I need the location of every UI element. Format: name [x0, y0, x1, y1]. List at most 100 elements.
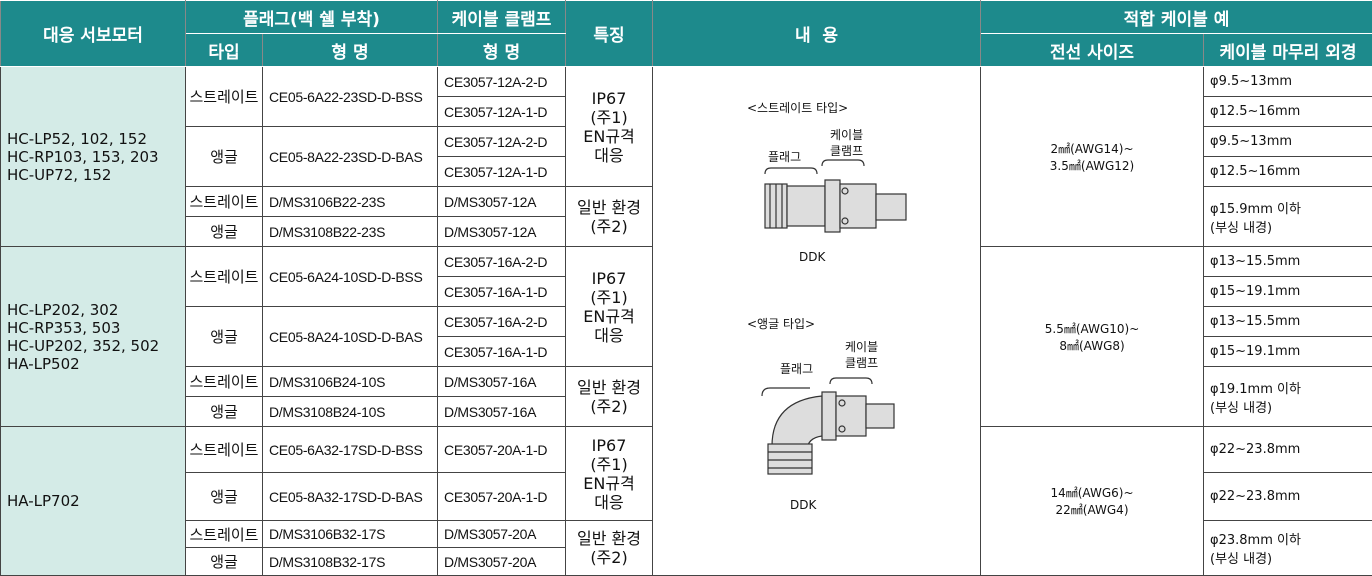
cell-text: CE05-6A24-10SD-D-BSS [269, 268, 423, 285]
content-cell [652, 66, 982, 576]
type-cell: 앵글 [185, 396, 263, 427]
clamp-model-cell: D/MS3057-12A [437, 186, 567, 217]
cell-text: 스트레이트 [189, 193, 259, 211]
cell-text: D/MS3106B22-23S [269, 193, 386, 210]
header-cell: 플래그(백 쉘 부착) [184, 0, 439, 34]
cell-text: CE05-8A22-23SD-D-BAS [269, 148, 423, 165]
wire-cell: 5.5㎟(AWG10)~ 8㎟(AWG8) [980, 246, 1205, 427]
plug-model-cell: CE05-6A24-10SD-D-BSS [261, 246, 439, 307]
cell-text: HC-UP72, 152 [7, 165, 112, 184]
illus-label: 플래그 [768, 150, 801, 164]
clamp-model-cell: CE3057-16A-1-D [437, 336, 567, 367]
finish-cell: φ19.1mm 이하 (부싱 내경) [1203, 366, 1372, 427]
header-cell: 타입 [185, 33, 263, 67]
clamp-model-cell: CE3057-20A-1-D [437, 426, 567, 473]
type-cell: 스트레이트 [185, 66, 263, 127]
cell-text: φ13~15.5mm [1210, 314, 1301, 329]
clamp-model-cell: D/MS3057-12A [437, 216, 567, 247]
cell-text: 일반 환경 [577, 197, 641, 217]
plug-model-cell: CE05-6A22-23SD-D-BSS [261, 66, 439, 127]
cell-text: 3.5㎟(AWG12) [1049, 158, 1135, 173]
finish-cell: φ13~15.5mm [1203, 306, 1372, 337]
cell-text: (주2) [590, 396, 628, 416]
cell-text: 앵글 [210, 488, 238, 506]
clamp-model-cell: CE3057-12A-2-D [437, 66, 567, 97]
finish-cell: φ15.9mm 이하 (부싱 내경) [1203, 186, 1372, 247]
finish-cell: φ9.5~13mm [1203, 66, 1372, 97]
finish-cell: φ22~23.8mm [1203, 472, 1372, 521]
cell-text: CE3057-12A-1-D [444, 103, 548, 120]
illus-label: 케이블 [845, 340, 878, 354]
clamp-model-cell: D/MS3057-16A [437, 366, 567, 397]
cell-text: HC-RP103, 153, 203 [7, 147, 159, 166]
cell-text: (주2) [590, 216, 628, 236]
cell-text: IP67 [591, 88, 627, 108]
cell-text: D/MS3057-20A [444, 526, 537, 542]
cell-text: φ15~19.1mm [1210, 344, 1301, 359]
angle-connector [761, 377, 895, 475]
cell-text: HA-LP702 [7, 492, 80, 510]
header-cell: 케이블 클램프 [437, 0, 567, 34]
illus-label: 클램프 [845, 356, 878, 370]
cell-text: 앵글 [210, 148, 238, 166]
finish-cell: φ12.5~16mm [1203, 96, 1372, 127]
header-cell: 케이블 마무리 외경 [1203, 33, 1372, 67]
header-cell: 대응 서보모터 [0, 0, 186, 67]
header-cell: 특징 [565, 0, 654, 67]
plug-model-cell: D/MS3106B32-17S [261, 520, 439, 548]
cell-text: EN규격 [583, 473, 635, 493]
type-cell: 스트레이트 [185, 426, 263, 473]
cell-text: IP67 [591, 435, 627, 455]
cell-text: EN규격 [583, 306, 635, 326]
plug-model-cell: CE05-8A22-23SD-D-BAS [261, 126, 439, 187]
cell-text: φ9.5~13mm [1210, 134, 1293, 149]
cell-text: (주2) [590, 548, 628, 567]
cell-text: HC-RP353, 503 [7, 318, 121, 337]
cell-text: D/MS3108B32-17S [269, 553, 386, 570]
cell-text: D/MS3057-16A [444, 373, 537, 390]
cell-text: D/MS3057-20A [444, 553, 537, 570]
cell-text: (주1) [590, 454, 628, 474]
cell-text: CE3057-16A-1-D [444, 343, 548, 360]
cell-text: CE3057-20A-1-D [444, 488, 548, 505]
cell-text: CE3057-12A-2-D [444, 73, 548, 90]
cell-text: 스트레이트 [189, 373, 259, 391]
wire-cell: 2㎟(AWG14)~ 3.5㎟(AWG12) [980, 66, 1205, 247]
clamp-model-cell: CE3057-16A-2-D [437, 306, 567, 337]
finish-cell: φ13~15.5mm [1203, 246, 1372, 277]
type-cell: 앵글 [185, 472, 263, 521]
motor-cell: HC-LP52, 102, 152 HC-RP103, 153, 203 HC-UP… [0, 66, 186, 247]
plug-model-cell: D/MS3108B32-17S [261, 547, 439, 576]
plug-model-cell: CE05-8A24-10SD-D-BAS [261, 306, 439, 367]
cell-text: 14㎟(AWG6)~ [1050, 486, 1134, 500]
cell-text: D/MS3057-12A [444, 223, 537, 240]
cell-text: CE3057-16A-2-D [444, 253, 548, 270]
clamp-model-cell: CE3057-16A-2-D [437, 246, 567, 277]
motor-cell: HC-LP202, 302 HC-RP353, 503 HC-UP202, 352,… [0, 246, 186, 427]
type-cell: 앵글 [185, 216, 263, 247]
feature-cell: 일반 환경 (주2) [565, 366, 654, 427]
plug-model-cell: D/MS3108B24-10S [261, 396, 439, 427]
cell-text: φ12.5~16mm [1210, 104, 1301, 119]
cell-text: 일반 환경 [577, 529, 641, 548]
feature-cell: 일반 환경 (주2) [565, 520, 654, 576]
finish-cell: φ12.5~16mm [1203, 156, 1372, 187]
cell-text: φ15.9mm 이하 [1210, 201, 1301, 217]
cell-text: 앵글 [210, 403, 238, 421]
cell-text: HA-LP502 [7, 354, 80, 373]
cell-text: CE05-6A22-23SD-D-BSS [269, 88, 423, 105]
cell-text: EN규격 [583, 126, 635, 146]
cell-text: 대응 [594, 145, 624, 165]
cell-text: 대응 [594, 325, 624, 345]
type-cell: 스트레이트 [185, 186, 263, 217]
cell-text: CE3057-16A-2-D [444, 313, 548, 330]
header-cell: 적합 케이블 예 [980, 0, 1372, 34]
cell-text: D/MS3108B22-23S [269, 223, 386, 240]
illus-label: 케이블 [830, 128, 863, 142]
cell-text: φ22~23.8mm [1210, 489, 1301, 504]
cell-text: 앵글 [210, 553, 238, 571]
type-cell: 앵글 [185, 306, 263, 367]
header-cell: 전선 사이즈 [980, 33, 1205, 67]
